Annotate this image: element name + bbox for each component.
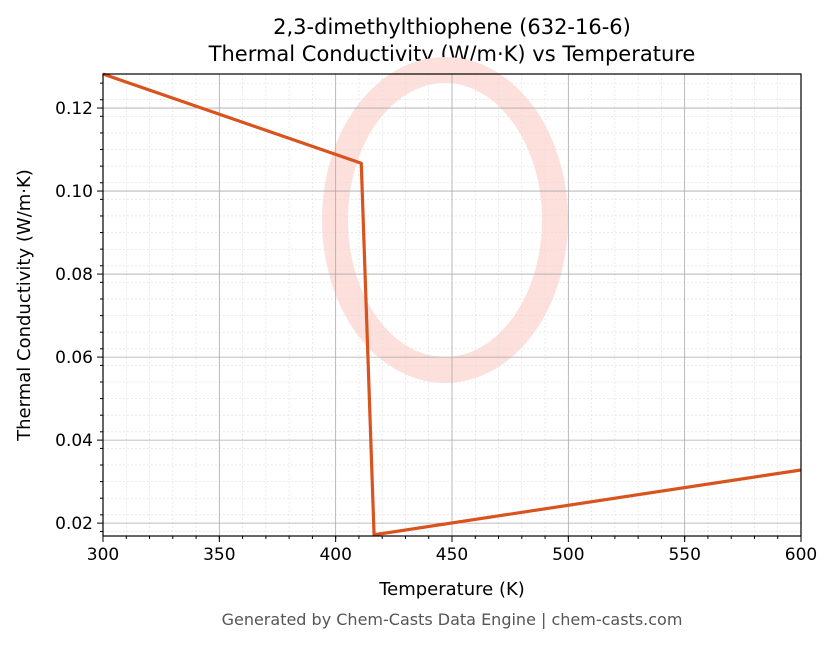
y-tick-label: 0.02 xyxy=(55,514,93,534)
y-tick-label: 0.10 xyxy=(55,182,93,202)
x-tick-label: 600 xyxy=(785,545,817,565)
watermark-logo xyxy=(322,57,568,383)
x-tick-label: 400 xyxy=(319,545,351,565)
x-tick-label: 300 xyxy=(87,545,119,565)
y-tick-label: 0.12 xyxy=(55,99,93,119)
footer-credit: Generated by Chem-Casts Data Engine | ch… xyxy=(222,610,683,629)
y-axis-label: Thermal Conductivity (W/m·K) xyxy=(14,169,35,442)
x-axis-label: Temperature (K) xyxy=(378,579,525,600)
x-tick-label: 350 xyxy=(203,545,235,565)
chart-title: 2,3-dimethylthiophene (632-16-6) xyxy=(273,15,631,39)
watermark xyxy=(322,57,568,383)
x-tick-label: 450 xyxy=(436,545,468,565)
y-tick-label: 0.08 xyxy=(55,265,93,285)
y-tick-label: 0.04 xyxy=(55,431,93,451)
y-tick-label: 0.06 xyxy=(55,348,93,368)
plot-frame xyxy=(102,73,802,537)
x-tick-label: 550 xyxy=(668,545,700,565)
series-line xyxy=(102,72,802,537)
x-tick-label: 500 xyxy=(552,545,584,565)
